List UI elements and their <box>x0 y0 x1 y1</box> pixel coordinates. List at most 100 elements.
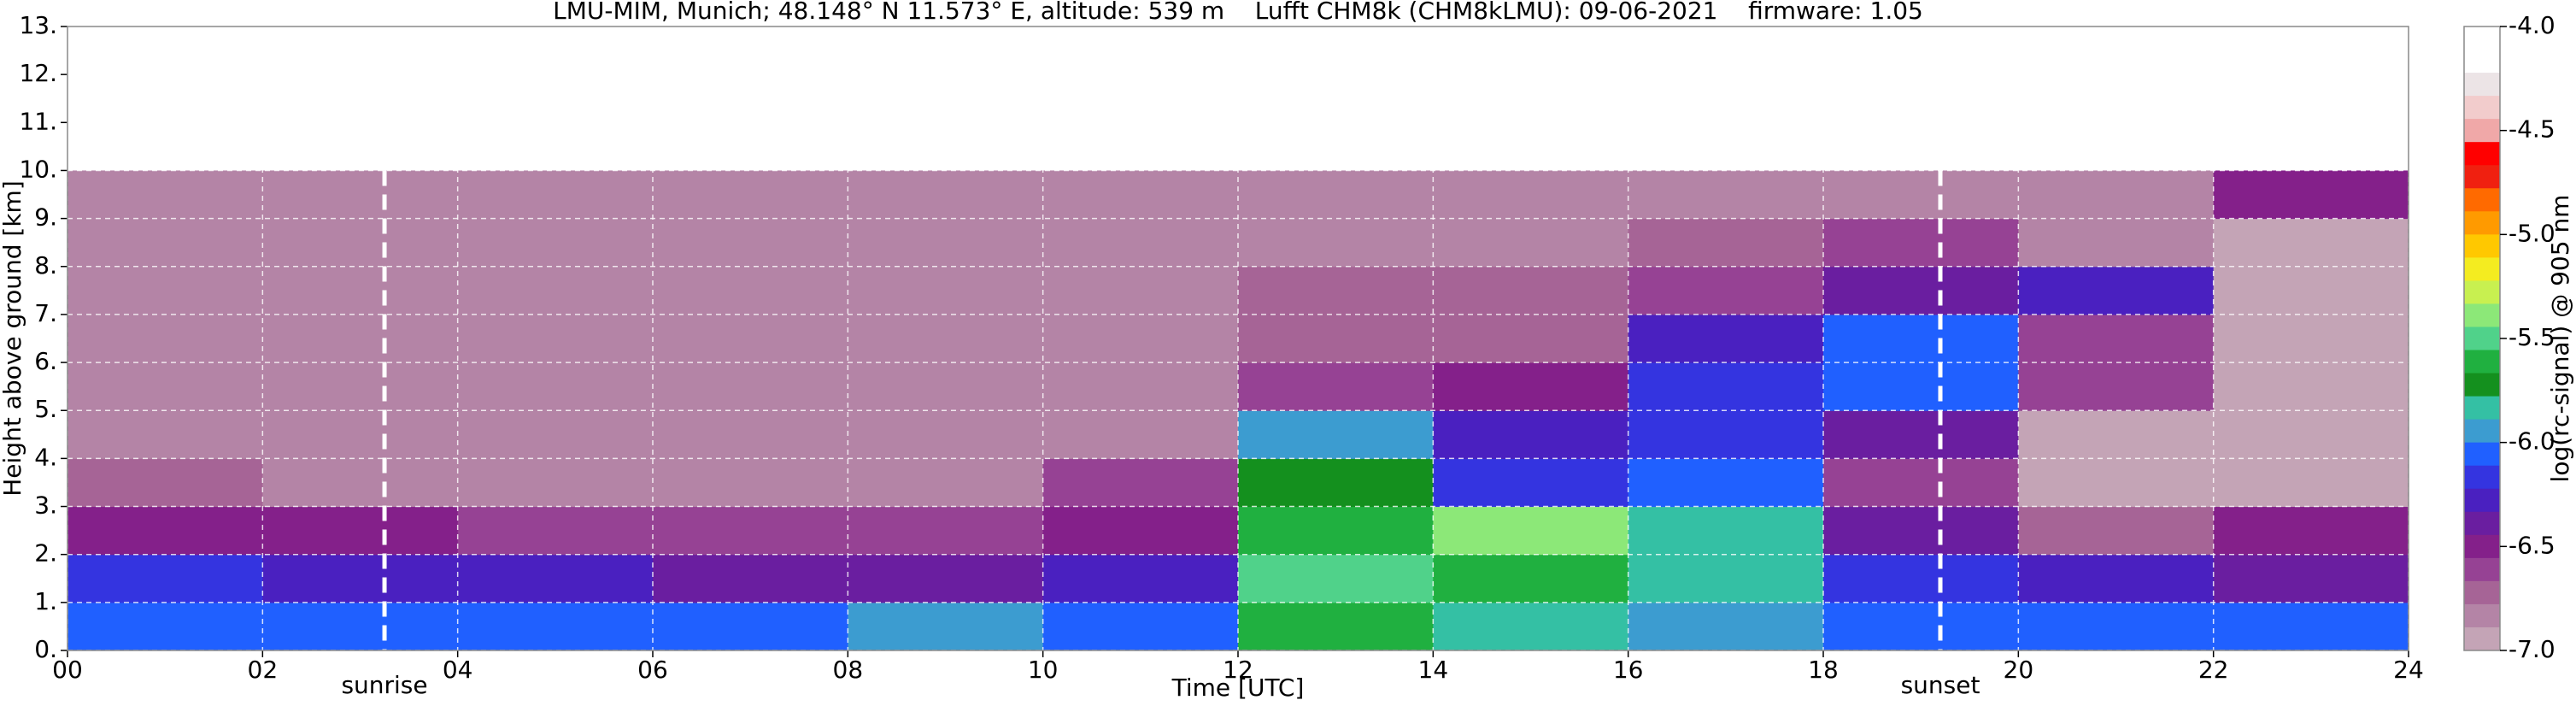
heatmap-cell <box>457 314 654 363</box>
colorbar-tick-label: -6.0 <box>2509 427 2555 456</box>
heatmap-cell <box>1823 506 2019 556</box>
heatmap-cell <box>67 410 263 459</box>
heatmap-cell <box>262 170 459 220</box>
heatmap-cell <box>2213 362 2409 411</box>
heatmap-cell <box>1823 218 2019 268</box>
heatmap-cell <box>1823 602 2019 651</box>
heatmap-cell <box>1823 314 2019 363</box>
x-tick-label: 02 <box>248 656 279 684</box>
colorbar-swatch <box>2464 557 2500 582</box>
y-tick-label: 13. <box>19 11 57 39</box>
heatmap-cell <box>1433 554 1629 603</box>
y-tick-label: 10. <box>19 155 57 183</box>
colorbar-swatch <box>2464 442 2500 467</box>
heatmap-cell <box>262 506 459 556</box>
heatmap-cell <box>1238 458 1434 508</box>
heatmap-cell <box>2213 170 2409 220</box>
heatmap-cell <box>2018 314 2215 363</box>
heatmap-cell <box>1042 506 1239 556</box>
x-tick-label: 22 <box>2198 656 2229 684</box>
heatmap-cell <box>262 458 459 508</box>
heatmap-cell <box>262 218 459 268</box>
heatmap-cell <box>653 458 848 508</box>
heatmap-cell <box>67 554 263 603</box>
colorbar-swatch <box>2464 165 2500 189</box>
colorbar-swatch <box>2464 419 2500 444</box>
x-tick-label: 16 <box>1613 656 1644 684</box>
colorbar-swatch <box>2464 511 2500 536</box>
heatmap-cell <box>457 170 654 220</box>
heatmap-cell <box>2018 170 2215 220</box>
x-axis-label: Time [UTC] <box>1171 674 1305 702</box>
y-tick-label: 6. <box>34 347 57 375</box>
colorbar-swatch <box>2464 119 2500 143</box>
heatmap-cell <box>67 170 263 220</box>
heatmap-cell <box>1628 170 1824 220</box>
heatmap-cell <box>2018 602 2215 651</box>
x-tick-label: 18 <box>1808 656 1839 684</box>
heatmap-cell <box>457 554 654 603</box>
heatmap-cell <box>653 170 848 220</box>
heatmap-cell <box>2213 554 2409 603</box>
heatmap-cell <box>2213 314 2409 363</box>
heatmap-cell <box>262 554 459 603</box>
heatmap-cell <box>1238 362 1434 411</box>
heatmap-cell <box>2213 410 2409 459</box>
heatmap-cell <box>262 266 459 315</box>
annotation-label: sunrise <box>341 671 427 699</box>
heatmap-cell <box>1628 506 1824 556</box>
heatmap-cell <box>1042 410 1239 459</box>
heatmap-cell <box>457 266 654 315</box>
y-tick-label: 9. <box>34 203 57 232</box>
heatmap-cell <box>67 314 263 363</box>
heatmap-cell <box>67 362 263 411</box>
colorbar-swatch <box>2464 234 2500 258</box>
y-tick-label: 3. <box>34 491 57 520</box>
heatmap-cell <box>2213 506 2409 556</box>
heatmap-cell <box>1433 362 1629 411</box>
heatmap-cell <box>2213 602 2409 651</box>
heatmap-cell <box>2018 266 2215 315</box>
heatmap-cell <box>653 362 848 411</box>
heatmap-cell <box>1042 266 1239 315</box>
heatmap-cell <box>2018 554 2215 603</box>
heatmap-cell <box>848 218 1044 268</box>
heatmap-cell <box>2213 266 2409 315</box>
heatmap-cell <box>262 362 459 411</box>
heatmap-cell <box>1628 458 1824 508</box>
heatmap-cell <box>1238 554 1434 603</box>
heatmap-cell <box>2018 458 2215 508</box>
heatmap-cell <box>2213 458 2409 508</box>
x-tick-label: 12 <box>1223 656 1253 684</box>
heatmap-cell <box>1042 458 1239 508</box>
heatmap-cell <box>2213 218 2409 268</box>
heatmap-cell <box>1042 314 1239 363</box>
colorbar-swatch <box>2464 580 2500 605</box>
colorbar-swatch <box>2464 534 2500 559</box>
y-tick-label: 12. <box>19 59 57 87</box>
heatmap-cell <box>457 458 654 508</box>
heatmap-cell <box>67 266 263 315</box>
heatmap-cell <box>848 458 1044 508</box>
colorbar-swatch <box>2464 50 2500 74</box>
colorbar-swatch <box>2464 373 2500 397</box>
heatmap-cell <box>262 602 459 651</box>
heatmap-cell <box>1628 554 1824 603</box>
heatmap-cell <box>67 458 263 508</box>
y-tick-label: 5. <box>34 395 57 423</box>
heatmap-cell <box>848 602 1044 651</box>
heatmap-cell <box>1238 314 1434 363</box>
heatmap-cell <box>848 266 1044 315</box>
y-tick-label: 1. <box>34 587 57 615</box>
heatmap-cell <box>2018 218 2215 268</box>
heatmap-cell <box>1042 218 1239 268</box>
heatmap-cell <box>1042 170 1239 220</box>
x-tick-label: 10 <box>1028 656 1059 684</box>
heatmap-cell <box>1042 602 1239 651</box>
colorbar-tick-label: -7.0 <box>2509 635 2555 663</box>
colorbar-tick-label: -6.5 <box>2509 531 2555 559</box>
heatmap-cell <box>1628 410 1824 459</box>
colorbar-swatch <box>2464 96 2500 120</box>
heatmap-cell <box>262 314 459 363</box>
